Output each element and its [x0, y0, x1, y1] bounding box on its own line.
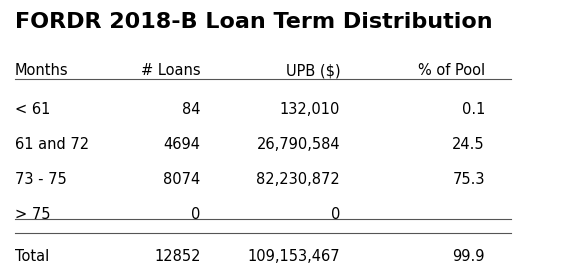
Text: 84: 84 [182, 102, 201, 117]
Text: # Loans: # Loans [141, 63, 201, 78]
Text: 26,790,584: 26,790,584 [256, 137, 340, 152]
Text: 73 - 75: 73 - 75 [14, 172, 66, 187]
Text: 0.1: 0.1 [462, 102, 485, 117]
Text: > 75: > 75 [14, 207, 50, 222]
Text: 109,153,467: 109,153,467 [247, 249, 340, 264]
Text: Total: Total [14, 249, 49, 264]
Text: 24.5: 24.5 [453, 137, 485, 152]
Text: 4694: 4694 [164, 137, 201, 152]
Text: 8074: 8074 [164, 172, 201, 187]
Text: 0: 0 [192, 207, 201, 222]
Text: 99.9: 99.9 [453, 249, 485, 264]
Text: 132,010: 132,010 [280, 102, 340, 117]
Text: 82,230,872: 82,230,872 [256, 172, 340, 187]
Text: % of Pool: % of Pool [418, 63, 485, 78]
Text: 75.3: 75.3 [453, 172, 485, 187]
Text: 12852: 12852 [154, 249, 201, 264]
Text: FORDR 2018-B Loan Term Distribution: FORDR 2018-B Loan Term Distribution [14, 12, 492, 32]
Text: < 61: < 61 [14, 102, 50, 117]
Text: UPB ($): UPB ($) [286, 63, 340, 78]
Text: 61 and 72: 61 and 72 [14, 137, 88, 152]
Text: 0: 0 [331, 207, 340, 222]
Text: Months: Months [14, 63, 68, 78]
